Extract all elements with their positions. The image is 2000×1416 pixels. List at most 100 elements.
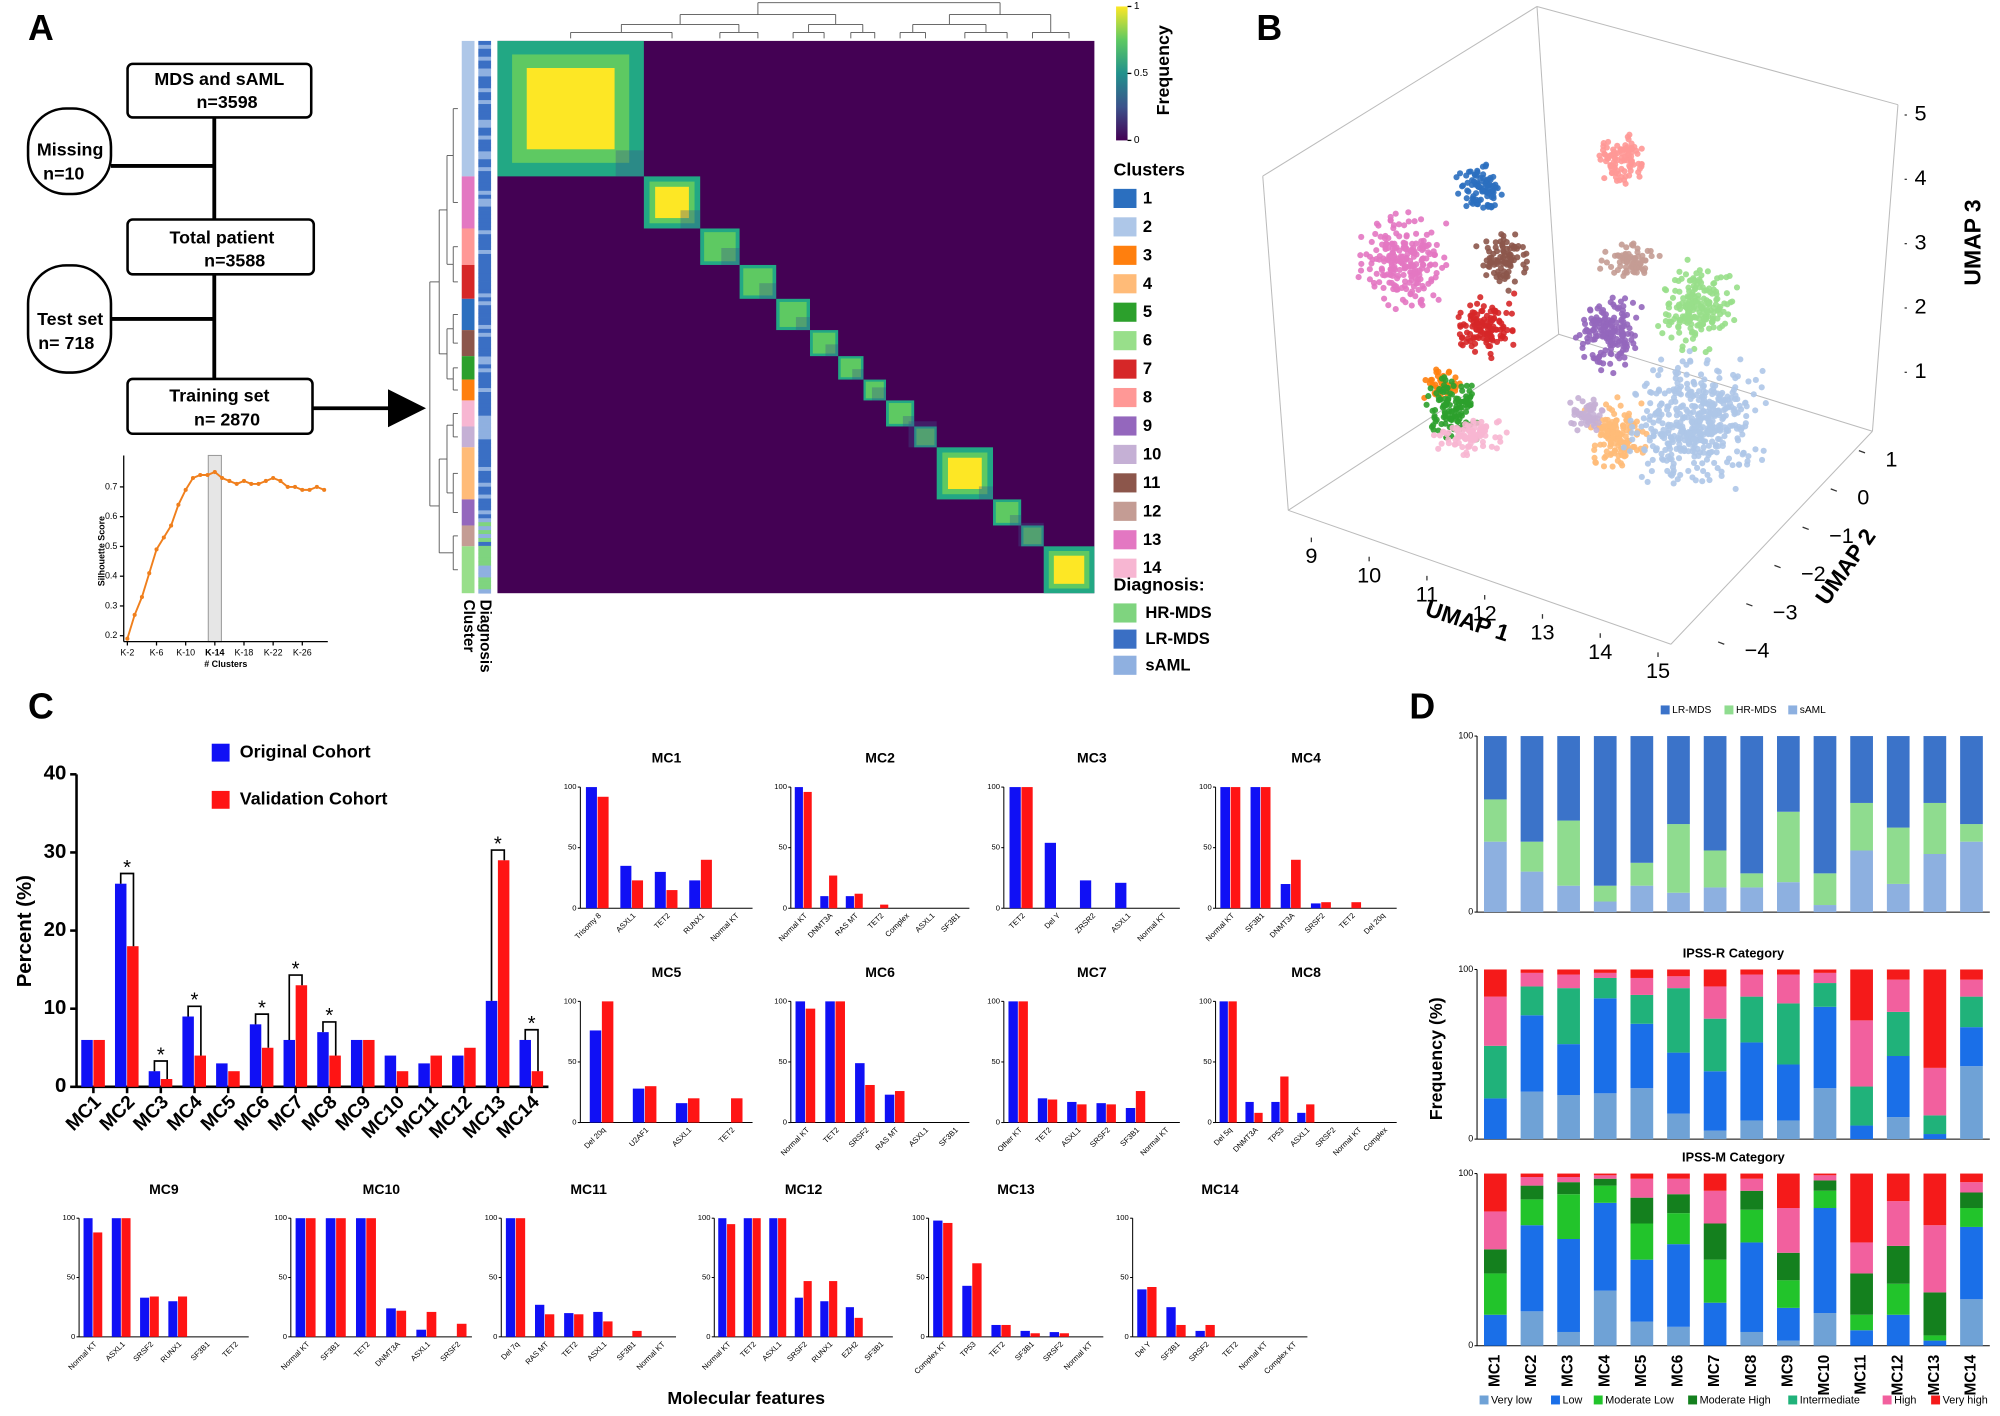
cluster-point xyxy=(1609,294,1616,301)
stacked-segment xyxy=(1630,1321,1654,1346)
cluster-point xyxy=(1665,441,1672,448)
box-edge xyxy=(1670,430,1873,645)
y-tick-label: 10 xyxy=(44,997,67,1019)
cluster-point xyxy=(1736,461,1743,468)
cluster-point xyxy=(1641,447,1648,454)
y-tick-label: 50 xyxy=(778,843,787,852)
diagnosis-strip xyxy=(478,372,492,377)
bar xyxy=(727,1224,736,1337)
x-tick-label: MC4 xyxy=(163,1092,207,1136)
cluster-point xyxy=(1430,292,1437,299)
stacked-segment xyxy=(1850,736,1873,803)
diagnosis-strip xyxy=(478,466,492,472)
bar xyxy=(1135,1091,1146,1123)
cluster-point xyxy=(1690,379,1697,386)
axis-tick xyxy=(1774,564,1781,569)
silhouette-point xyxy=(234,481,239,486)
cluster-point xyxy=(1592,333,1600,340)
cluster-point xyxy=(1685,294,1692,301)
cluster-point xyxy=(1598,367,1605,374)
cluster-point xyxy=(1511,278,1518,285)
chart-title: MC7 xyxy=(1077,964,1107,980)
silhouette-point xyxy=(169,523,174,528)
cluster-point xyxy=(1700,315,1707,322)
cluster-point xyxy=(1622,173,1629,180)
stacked-segment xyxy=(1593,972,1617,978)
stacked-segment xyxy=(1667,1194,1690,1214)
heatmap-block xyxy=(916,428,935,446)
bar xyxy=(1195,1330,1205,1337)
stacked-segment xyxy=(1886,1201,1910,1246)
cluster-point xyxy=(1683,371,1690,378)
cluster-strip xyxy=(461,546,475,594)
bar xyxy=(1219,1001,1228,1123)
cluster-point xyxy=(1634,249,1641,256)
bar xyxy=(497,860,510,1087)
panel-label: A xyxy=(28,8,54,48)
cluster-point xyxy=(1718,398,1725,405)
cluster-point xyxy=(1720,414,1727,421)
stacked-segment xyxy=(1703,986,1727,1019)
diagnosis-strip xyxy=(478,104,492,109)
cluster-point xyxy=(1590,411,1597,419)
y-tick-label: 50 xyxy=(916,1273,925,1282)
cluster-point xyxy=(1483,272,1490,279)
x-tick-label: ASXL1 xyxy=(104,1340,127,1363)
diagnosis-strip xyxy=(478,463,492,468)
diagnosis-strip xyxy=(478,360,492,365)
cluster-point xyxy=(1419,302,1426,309)
cluster-point xyxy=(1658,450,1665,457)
cluster-point xyxy=(1607,163,1614,170)
cluster-point xyxy=(1478,307,1485,315)
x-tick-label: DNMT3A xyxy=(373,1339,402,1368)
cluster-point xyxy=(1474,169,1481,176)
heatmap-block xyxy=(812,332,836,354)
stacked-segment xyxy=(1740,736,1764,874)
chart-title: MC2 xyxy=(865,750,895,766)
x-tick-label: ASXL1 xyxy=(409,1340,432,1363)
chart-title: MC5 xyxy=(652,964,682,980)
significance-star: * xyxy=(191,990,199,1012)
y-tick-label: 50 xyxy=(1203,843,1212,852)
bar xyxy=(1030,1333,1040,1337)
stacked-segment xyxy=(1960,1192,1983,1208)
diagnosis-strip xyxy=(478,198,492,204)
cluster-point xyxy=(1403,232,1410,239)
cluster-point xyxy=(1395,221,1403,228)
cluster-point xyxy=(1508,310,1515,317)
cluster-point xyxy=(1459,443,1466,451)
cluster-point xyxy=(1689,289,1696,296)
cluster-point xyxy=(1684,414,1691,421)
bar xyxy=(829,1281,838,1337)
stacked-segment xyxy=(1740,887,1764,913)
significance-star: * xyxy=(494,833,502,855)
stacked-segment xyxy=(1740,1190,1764,1210)
diagnosis-strip xyxy=(478,202,492,207)
cluster-point xyxy=(1358,233,1365,241)
cluster-point xyxy=(1628,157,1635,164)
cluster-point xyxy=(1671,315,1678,323)
cluster-point xyxy=(1363,251,1370,258)
diagnosis-strip xyxy=(478,324,492,330)
stacked-segment xyxy=(1850,1273,1873,1315)
cluster-point xyxy=(1665,411,1672,418)
silhouette-point xyxy=(132,612,137,617)
cluster-point xyxy=(1458,334,1466,342)
cluster-point xyxy=(1506,300,1513,307)
stacked-segment xyxy=(1886,1055,1910,1118)
y-tick-label: 100 xyxy=(1199,782,1212,791)
x-tick-label: SF3B1 xyxy=(1159,1340,1182,1363)
legend-swatch xyxy=(1113,245,1137,265)
cluster-point xyxy=(1611,410,1618,418)
axis-tick xyxy=(1858,450,1866,454)
cluster-point xyxy=(1591,422,1598,429)
cluster-point xyxy=(1423,255,1430,262)
y-tick-label: 0 xyxy=(1468,906,1473,916)
bar xyxy=(464,1047,476,1087)
cluster-point xyxy=(1396,266,1403,274)
cluster-point xyxy=(1430,432,1438,439)
stacked-segment xyxy=(1777,1340,1800,1346)
chart-title: MC4 xyxy=(1291,750,1321,766)
stacked-segment xyxy=(1483,1098,1507,1140)
colorbar-label: Frequency xyxy=(1153,25,1173,115)
